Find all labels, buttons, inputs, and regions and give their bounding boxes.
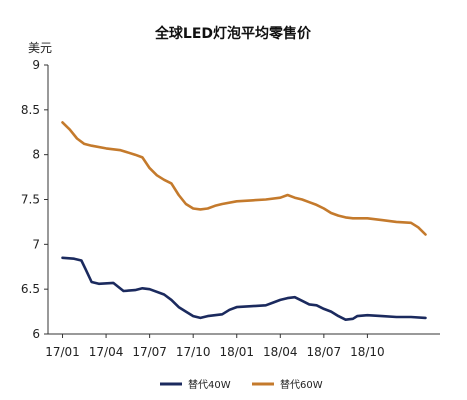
x-tick-label: 18/04 <box>263 345 298 359</box>
legend-label: 替代40W <box>188 378 231 391</box>
series-layer <box>61 121 427 321</box>
chart-title: 全球LED灯泡平均零售价 <box>154 25 312 42</box>
legend-item-2: 替代60W <box>252 378 323 391</box>
x-tick-label: 18/07 <box>307 345 342 359</box>
y-tick-label: 7 <box>32 237 40 251</box>
legend: 替代40W 替代60W <box>160 378 323 391</box>
x-tick-label: 17/04 <box>89 345 124 359</box>
series-line-2 <box>61 121 427 236</box>
x-tick-label: 17/07 <box>132 345 167 359</box>
x-tick-label: 18/10 <box>350 345 385 359</box>
y-tick-label: 7.5 <box>21 193 40 207</box>
x-tick-label: 18/01 <box>219 345 254 359</box>
x-tick-label: 17/10 <box>176 345 211 359</box>
series-line-1 <box>61 256 427 321</box>
y-tick-label: 6.5 <box>21 282 40 296</box>
y-tick-label: 6 <box>32 327 40 341</box>
y-tick-label: 8.5 <box>21 103 40 117</box>
y-axis-unit-label: 美元 <box>28 41 52 55</box>
legend-item-1: 替代40W <box>160 378 231 391</box>
y-tick-label: 8 <box>32 148 40 162</box>
axes: 6 6.5 7 7.5 8 8.5 9 17/01 17/04 17/07 17/10 18/01 18… <box>21 58 440 359</box>
legend-label: 替代60W <box>280 378 323 391</box>
x-tick-label: 17/01 <box>45 345 80 359</box>
y-tick-label: 9 <box>32 58 40 72</box>
